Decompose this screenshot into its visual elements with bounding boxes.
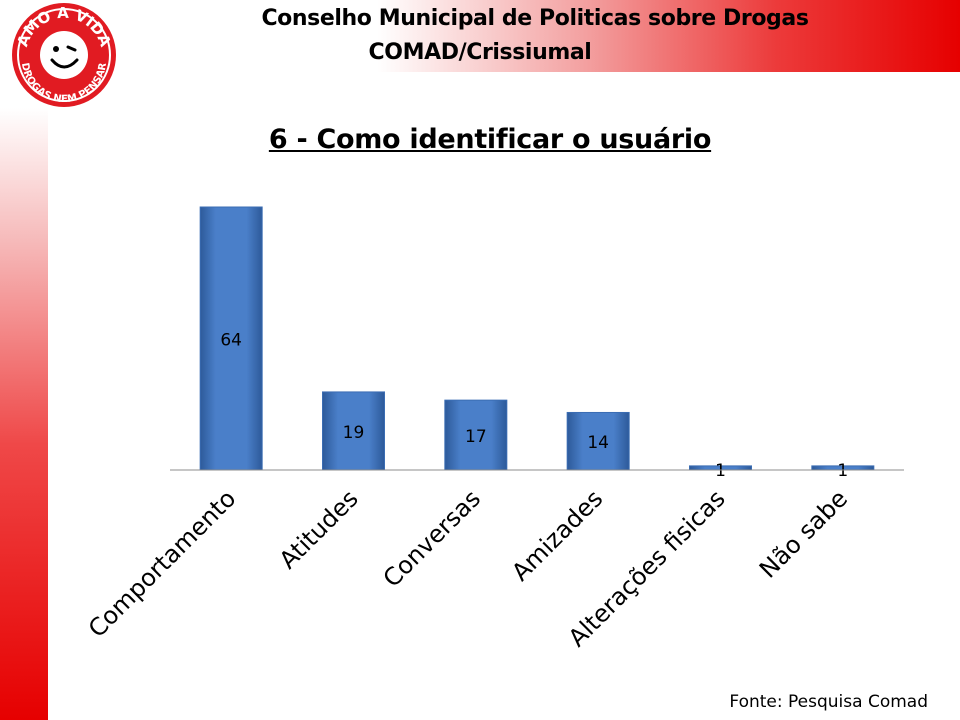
category-label: Amizades bbox=[506, 484, 608, 586]
data-label: 1 bbox=[715, 461, 726, 481]
header-gradient-band bbox=[128, 0, 960, 72]
source-note: Fonte: Pesquisa Comad bbox=[729, 692, 928, 712]
data-label: 14 bbox=[587, 433, 609, 453]
header-subtitle: COMAD/Crissiumal bbox=[368, 40, 592, 65]
header-title: Conselho Municipal de Politicas sobre Dr… bbox=[261, 6, 809, 31]
bar-amizades bbox=[566, 411, 630, 471]
chart-title: 6 - Como identificar o usuário bbox=[268, 124, 712, 155]
data-label: 19 bbox=[343, 423, 365, 443]
data-label: 64 bbox=[220, 331, 242, 351]
data-label: 17 bbox=[465, 427, 487, 447]
category-label: Conversas bbox=[378, 484, 486, 592]
category-label: Atitudes bbox=[274, 484, 364, 574]
bar-conversas bbox=[444, 399, 508, 471]
amo-a-vida-logo: AMO A VIDA DROGAS NEM PENSAR bbox=[12, 3, 116, 107]
left-gradient-band bbox=[0, 108, 48, 720]
smiley-icon bbox=[40, 31, 88, 79]
data-label: 1 bbox=[837, 461, 848, 481]
category-label: Comportamento bbox=[83, 484, 242, 643]
category-label: Não sabe bbox=[754, 484, 853, 583]
